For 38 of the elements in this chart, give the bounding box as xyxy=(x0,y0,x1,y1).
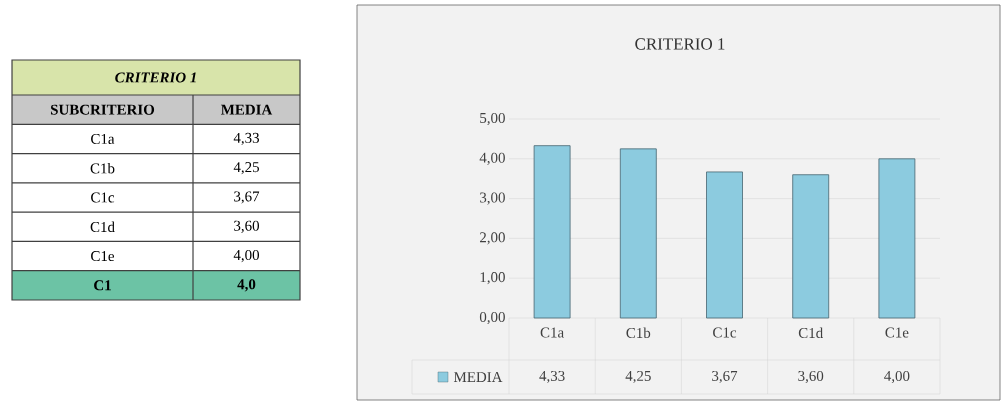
y-tick-label: 3,00 xyxy=(480,192,505,205)
x-tick-label: C1c xyxy=(713,327,737,338)
text: C1c xyxy=(91,192,115,203)
chart-title: CRITERIO 1 xyxy=(635,38,725,50)
data-label: 4,25 xyxy=(625,370,651,384)
y-tick-label: 4,00 xyxy=(479,152,505,165)
y-tick-label: 5,00 xyxy=(480,112,505,126)
text: 3,60 xyxy=(234,220,260,233)
text: C1a xyxy=(91,133,115,144)
x-tick-label: C1a xyxy=(540,327,564,338)
text: C1e xyxy=(91,251,115,262)
bar xyxy=(533,145,571,319)
bar xyxy=(792,174,830,319)
text: 4,33 xyxy=(233,132,259,146)
text: 4,0 xyxy=(237,279,256,292)
y-tick-label: 0,00 xyxy=(479,311,505,325)
text: MEDIA xyxy=(221,104,273,115)
bar xyxy=(878,158,916,319)
text: SUBCRITERIO xyxy=(50,104,155,115)
text: C1d xyxy=(90,221,115,233)
text: 3,67 xyxy=(234,191,260,204)
bar xyxy=(619,148,657,319)
y-tick-label: 1,00 xyxy=(480,272,505,285)
x-tick-label: C1d xyxy=(798,327,823,339)
y-tick-label: 2,00 xyxy=(479,232,505,245)
text: 4,25 xyxy=(233,162,259,175)
data-label: 4,00 xyxy=(884,370,910,384)
data-label: 3,60 xyxy=(798,370,824,384)
text: CRITERIO 1 xyxy=(115,72,196,83)
text: C1b xyxy=(90,162,115,174)
legend-label: MEDIA xyxy=(453,372,503,382)
x-tick-label: C1b xyxy=(626,327,651,339)
text: 4,00 xyxy=(233,249,260,263)
data-label: 4,33 xyxy=(539,370,565,384)
data-label: 3,67 xyxy=(712,370,738,384)
text: C1 xyxy=(94,280,111,291)
x-tick-label: C1e xyxy=(885,327,909,338)
bar xyxy=(706,171,743,319)
